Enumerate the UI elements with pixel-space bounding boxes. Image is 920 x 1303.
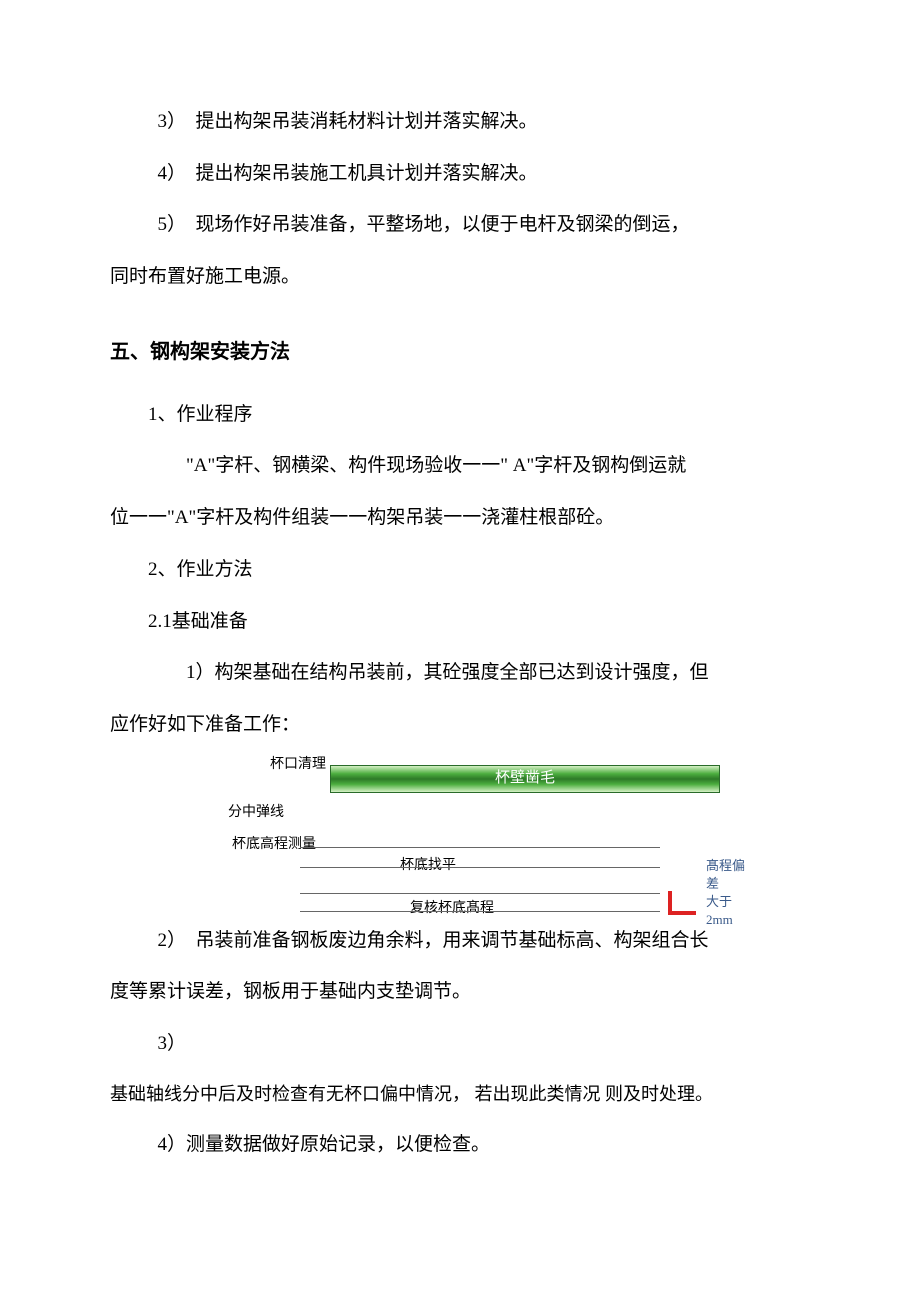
- section-5-p1-text-b: 位一一"A"字杆及构件组装一一构架吊装一一浇灌柱根部砼。: [110, 496, 810, 540]
- after-p3: 3）: [110, 1022, 810, 1066]
- label-cup-mouth-clean: 杯口清理: [270, 749, 326, 781]
- diagram-line-4: [300, 911, 660, 912]
- red-bracket-icon: [668, 891, 696, 915]
- label-cup-bottom-elev: 杯底高程测量: [232, 829, 316, 861]
- section-5-p1-text-a: "A"字杆、钢横梁、构件现场验收一一" A"字杆及钢构倒运就: [110, 444, 810, 488]
- foundation-diagram: 杯口清理 杯壁凿毛 分中弹线 杯底高程测量 杯底找平 复核杯底髙程 髙程偏差 大…: [170, 755, 750, 915]
- side-note-line2: 大于2mm: [706, 894, 733, 927]
- side-note-line1: 髙程偏差: [706, 858, 745, 891]
- section-5-p21-1a: 1）构架基础在结构吊装前，其砼强度全部已达到设计强度，但: [110, 651, 810, 695]
- section-5-p21: 2.1基础准备: [110, 600, 810, 644]
- diagram-line-2: [300, 867, 660, 868]
- section-5-p2: 2、作业方法: [110, 548, 810, 592]
- label-recheck-elev: 复核杯底髙程: [410, 893, 494, 925]
- side-note: 髙程偏差 大于2mm: [706, 857, 750, 930]
- section-5-p1: 1、作业程序: [110, 393, 810, 437]
- after-p4: 4）测量数据做好原始记录，以便检查。: [110, 1123, 810, 1167]
- label-center-line: 分中弹线: [228, 797, 284, 829]
- list-item-4: 4） 提出构架吊装施工机具计划并落实解决。: [110, 152, 810, 196]
- after-p3-line: 基础轴线分中后及时检查有无杯口偏中情况， 若出现此类情况 则及时处理。: [110, 1074, 810, 1115]
- section-5-title: 五、钢构架安装方法: [110, 329, 810, 375]
- section-5-p21-1b: 应作好如下准备工作：: [110, 703, 810, 747]
- after-p2b: 度等累计误差，钢板用于基础内支垫调节。: [110, 970, 810, 1014]
- list-item-3: 3） 提出构架吊装消耗材料计划并落实解决。: [110, 100, 810, 144]
- list-item-5-line2: 同时布置好施工电源。: [110, 255, 810, 299]
- green-bar: 杯壁凿毛: [330, 765, 720, 793]
- list-item-5-line1: 5） 现场作好吊装准备，平整场地，以便于电杆及钢梁的倒运，: [110, 203, 810, 247]
- after-p2a: 2） 吊装前准备钢板废边角余料，用来调节基础标高、构架组合长: [110, 919, 810, 963]
- diagram-line-1: [300, 847, 660, 848]
